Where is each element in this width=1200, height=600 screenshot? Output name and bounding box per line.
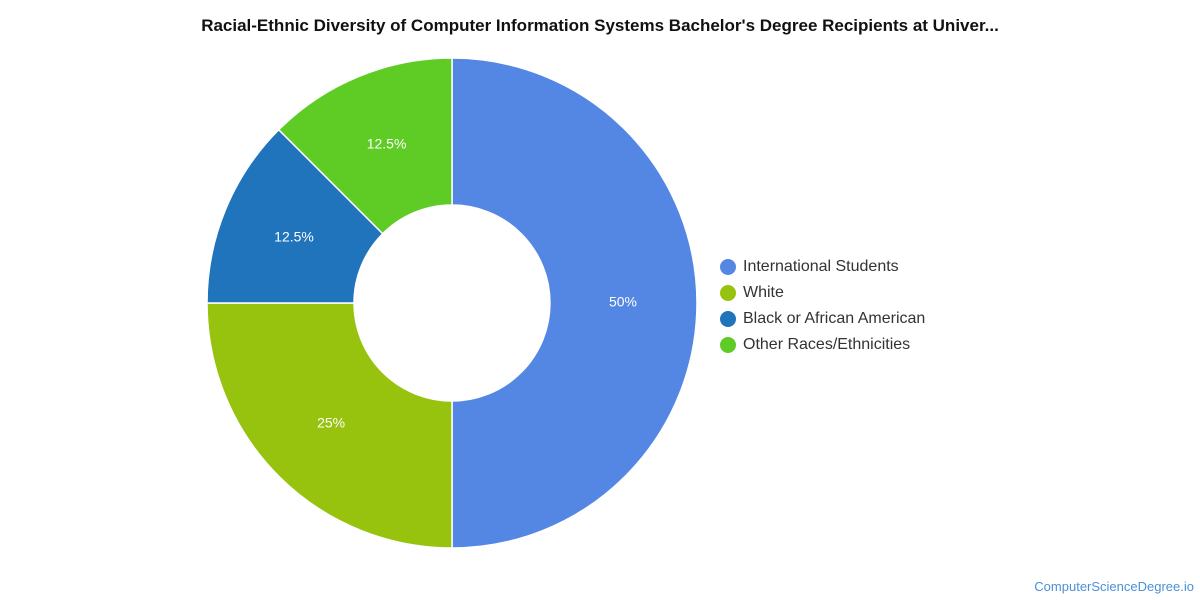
- legend-item[interactable]: International Students: [720, 254, 925, 280]
- legend-label: White: [743, 284, 784, 301]
- slice-labels: 50% 25% 12.5% 12.5%: [274, 136, 637, 431]
- chart-title: Racial-Ethnic Diversity of Computer Info…: [201, 16, 999, 35]
- source-credit[interactable]: ComputerScienceDegree.io: [1034, 579, 1194, 594]
- slice-international-students[interactable]: [451, 57, 698, 549]
- chart-legend: International Students White Black or Afri…: [720, 254, 925, 358]
- slice-other-races-ethnicities[interactable]: [277, 57, 453, 235]
- legend-label: International Students: [743, 258, 899, 275]
- legend-label: Black or African American: [743, 310, 926, 327]
- legend-swatch: [720, 259, 736, 275]
- legend-item[interactable]: Black or African American: [720, 306, 925, 332]
- slice-value-label: 12.5%: [274, 228, 314, 244]
- legend-swatch: [720, 311, 736, 327]
- slice-value-label: 50%: [609, 294, 637, 310]
- legend-label: Other Races/Ethnicities: [743, 336, 911, 353]
- legend-item[interactable]: White: [720, 280, 925, 306]
- slice-value-label: 12.5%: [367, 136, 407, 152]
- legend-swatch: [720, 285, 736, 301]
- legend-swatch: [720, 337, 736, 353]
- legend-item[interactable]: Other Races/Ethnicities: [720, 332, 925, 358]
- slice-black-or-african-american[interactable]: [206, 128, 384, 304]
- slice-value-label: 25%: [317, 415, 345, 431]
- donut-slices: [206, 57, 698, 549]
- slice-white[interactable]: [206, 302, 453, 549]
